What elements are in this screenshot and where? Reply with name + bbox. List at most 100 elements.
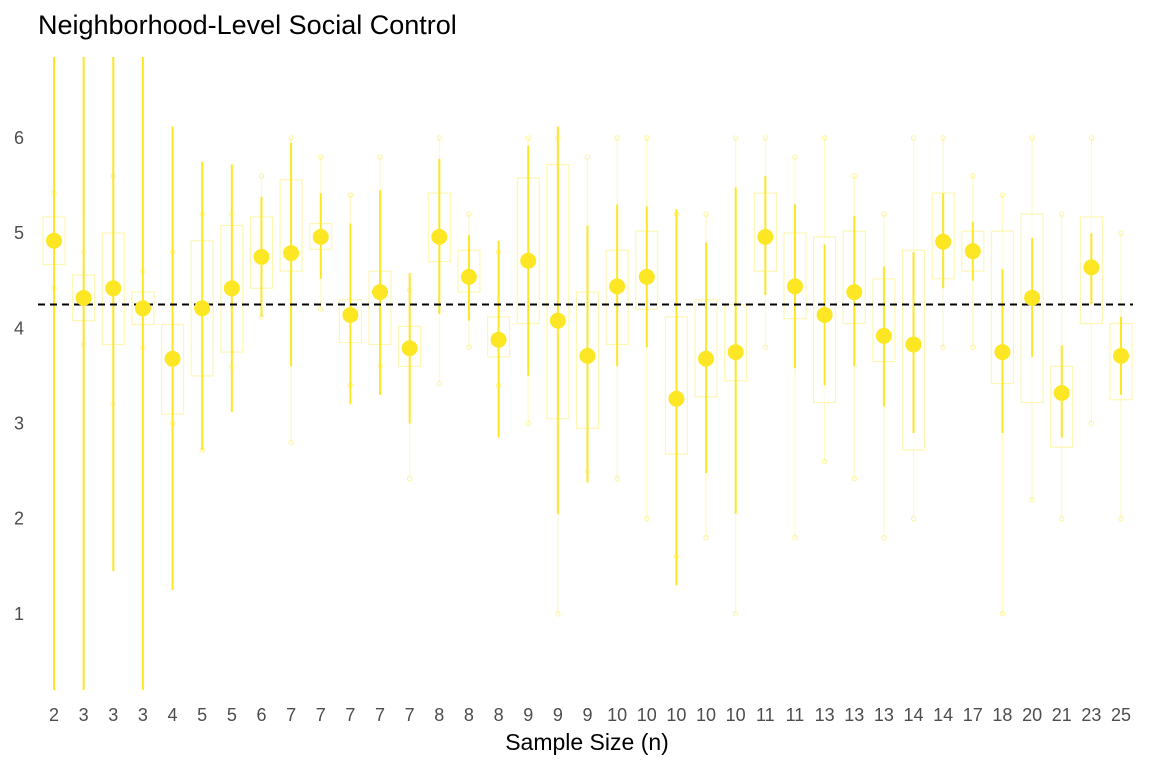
raw-point <box>851 173 857 179</box>
mean-point <box>490 331 507 348</box>
x-tick-label: 18 <box>992 705 1012 725</box>
raw-point <box>821 135 828 141</box>
raw-point <box>1059 515 1065 522</box>
raw-point <box>644 515 650 522</box>
x-tick-label: 13 <box>844 705 864 725</box>
y-tick-label: 3 <box>14 413 24 433</box>
x-tick-label: 9 <box>553 705 563 725</box>
mean-point <box>1024 289 1041 306</box>
y-axis: 1 2 3 4 5 6 <box>14 128 24 624</box>
raw-point <box>940 135 946 141</box>
y-tick-label: 6 <box>14 128 24 148</box>
y-tick-label: 4 <box>14 318 24 338</box>
raw-point <box>1118 515 1124 522</box>
raw-point <box>881 211 887 217</box>
raw-point <box>1029 496 1035 503</box>
mean-point <box>549 312 566 329</box>
y-tick-label: 1 <box>14 604 24 624</box>
raw-point <box>1029 135 1035 141</box>
x-tick-label: 7 <box>405 705 415 725</box>
raw-point <box>1118 230 1124 236</box>
raw-point <box>1088 420 1095 427</box>
x-tick-label: 21 <box>1052 705 1072 725</box>
x-tick-label: 10 <box>696 705 716 725</box>
x-tick-label: 3 <box>138 705 148 725</box>
mean-point <box>786 278 803 295</box>
raw-point <box>288 439 294 446</box>
mean-point <box>105 280 122 297</box>
raw-point <box>1059 211 1065 217</box>
x-tick-label: 7 <box>345 705 355 725</box>
raw-point <box>377 154 383 160</box>
mean-point <box>520 252 537 269</box>
x-tick-label: 11 <box>786 705 805 725</box>
raw-point <box>732 135 739 141</box>
mean-point <box>668 390 685 407</box>
raw-point <box>436 135 443 141</box>
mean-point <box>1053 385 1070 402</box>
raw-point <box>970 173 976 179</box>
raw-point <box>318 154 324 160</box>
x-tick-label: 20 <box>1022 705 1042 725</box>
raw-point <box>258 173 265 179</box>
x-tick-label: 9 <box>523 705 533 725</box>
y-tick-label: 5 <box>14 223 24 243</box>
mean-point <box>46 232 62 249</box>
raw-point <box>644 135 650 141</box>
x-tick-label: 3 <box>79 705 89 725</box>
mean-point <box>609 278 626 295</box>
mean-point <box>75 289 92 306</box>
mean-point <box>935 233 952 250</box>
x-tick-label: 10 <box>666 705 686 725</box>
x-tick-label: 11 <box>756 705 775 725</box>
x-tick-label: 8 <box>434 705 444 725</box>
x-tick-label: 7 <box>286 705 296 725</box>
x-tick-label: 10 <box>637 705 657 725</box>
mean-point <box>401 340 418 357</box>
mean-point <box>905 336 922 353</box>
mean-point <box>816 306 833 323</box>
raw-point <box>792 154 798 160</box>
mean-point <box>638 268 655 285</box>
x-tick-label: 8 <box>464 705 474 725</box>
chart-title: Neighborhood-Level Social Control <box>38 10 457 40</box>
mean-point <box>1113 347 1129 364</box>
raw-point <box>940 344 946 351</box>
x-tick-label: 5 <box>227 705 237 725</box>
mean-point <box>757 228 774 245</box>
mean-point <box>164 350 181 367</box>
x-tick-label: 25 <box>1111 705 1131 725</box>
mean-point <box>223 280 240 297</box>
raw-point <box>555 611 561 617</box>
raw-point <box>821 458 828 465</box>
mean-point <box>698 350 715 367</box>
x-tick-label: 9 <box>582 705 592 725</box>
x-tick-label: 10 <box>607 705 627 725</box>
raw-point <box>466 344 472 351</box>
y-tick-label: 2 <box>14 509 24 529</box>
raw-point <box>851 475 857 482</box>
x-tick-label: 13 <box>874 705 894 725</box>
raw-point <box>910 515 917 522</box>
x-tick-label: 23 <box>1081 705 1101 725</box>
mean-point <box>1083 259 1100 276</box>
mean-point <box>727 344 744 361</box>
mean-point <box>460 268 477 285</box>
mean-point <box>579 347 596 364</box>
raw-point <box>703 534 709 541</box>
raw-point <box>614 135 620 141</box>
x-tick-label: 14 <box>933 705 953 725</box>
x-tick-label: 5 <box>197 705 207 725</box>
raw-point <box>762 344 769 351</box>
raw-point <box>999 611 1006 617</box>
raw-point <box>910 135 917 141</box>
mean-point <box>312 228 329 245</box>
raw-point <box>1088 135 1095 141</box>
mean-point <box>253 248 270 265</box>
mean-point <box>342 306 359 323</box>
mean-point <box>372 284 389 301</box>
x-axis: 2 3 3 3 4 5 5 6 7 7 7 7 7 8 8 8 9 9 9 10 10 10 10 10 11 11 13 13 13 1… <box>49 705 1131 725</box>
raw-point <box>614 475 620 482</box>
x-tick-label: 8 <box>494 705 504 725</box>
range-layer <box>53 57 1122 690</box>
